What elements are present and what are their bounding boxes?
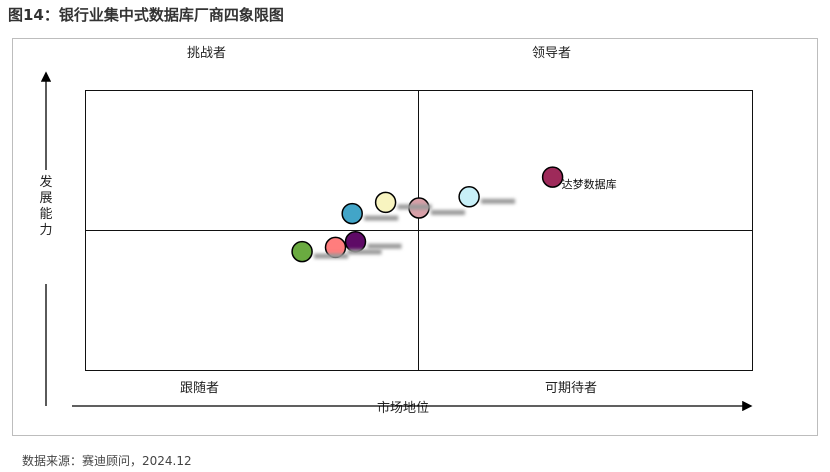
chart-frame (12, 38, 818, 436)
vendor-point-label-obscured (364, 215, 399, 221)
y-axis-label: 发展能力 (39, 175, 53, 238)
vendor-point-label-obscured (367, 243, 402, 249)
quadrant-label-top-right: 领导者 (532, 46, 572, 61)
quadrant-label-bottom-left: 跟随者 (180, 381, 220, 396)
vendor-point-4 (374, 191, 397, 214)
quadrant-label-bottom-right: 可期待者 (545, 381, 598, 396)
quadrant-label-top-left: 挑战者 (187, 46, 227, 61)
vendor-point-label-obscured (481, 198, 516, 204)
vendor-point-6 (344, 230, 367, 253)
points-layer: 达梦数据库 (291, 166, 617, 263)
vendor-point-label: 达梦数据库 (562, 177, 617, 191)
x-axis-label: 市场地位 (374, 397, 433, 416)
vendor-point-2 (458, 186, 480, 208)
data-source: 数据来源：赛迪顾问，2024.12 (22, 454, 192, 468)
horizontal-divider (85, 230, 753, 231)
figure-title: 图14：银行业集中式数据库厂商四象限图 (8, 6, 284, 24)
vendor-point-5 (341, 202, 363, 225)
vendor-point-label-obscured (314, 253, 349, 259)
vertical-divider (418, 90, 419, 371)
vendor-point-label-obscured (397, 204, 432, 210)
vendor-point-label-obscured (347, 249, 382, 255)
vendor-point-label-obscured (431, 210, 465, 215)
vendor-point-8 (291, 240, 313, 263)
vendor-point-1 (541, 166, 564, 188)
